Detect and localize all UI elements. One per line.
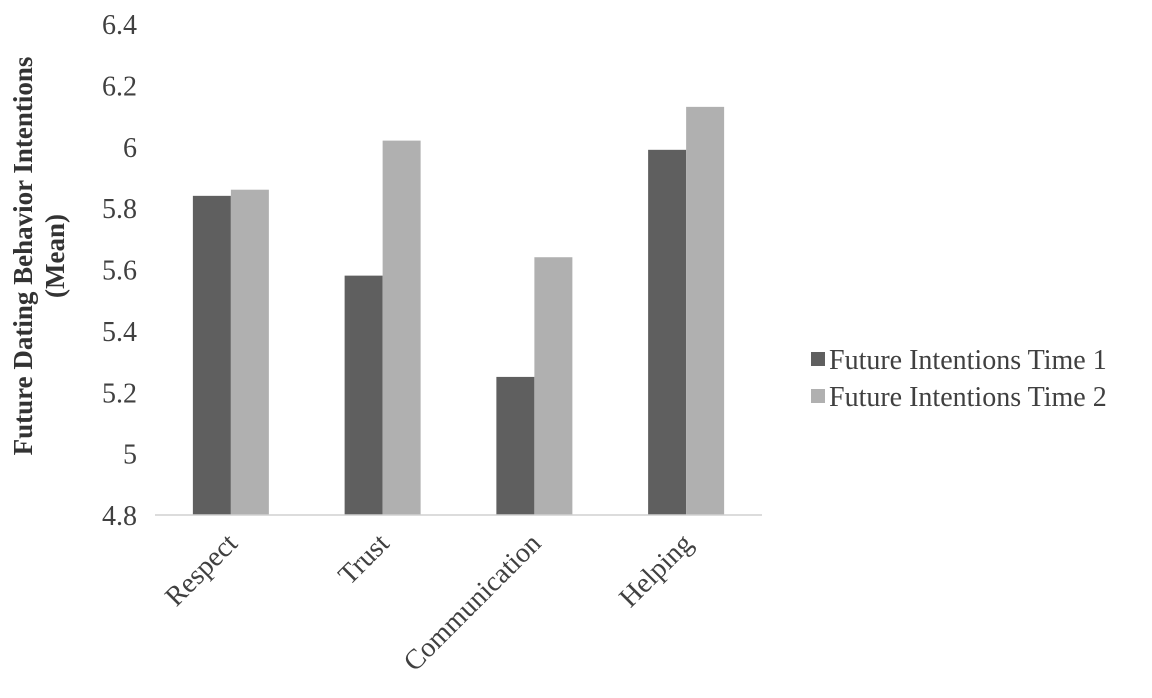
y-tick-label: 6.4 [102, 10, 137, 41]
y-tick-label: 4.8 [102, 501, 137, 532]
bar-communication-series-2 [534, 257, 573, 515]
bar-communication-series-1 [496, 376, 535, 515]
bar-helping-series-2 [686, 106, 725, 515]
bar-trust-series-1 [344, 275, 383, 515]
y-tick-label: 6.2 [102, 71, 137, 102]
bar-respect-series-2 [230, 189, 269, 515]
legend-swatch-series-2 [811, 389, 825, 403]
y-axis-ticks: 4.8 5 5.2 5.4 5.6 5.8 6 6.2 6.4 [102, 10, 137, 532]
bar-respect-series-1 [192, 195, 231, 515]
y-tick-label: 5 [123, 440, 137, 471]
x-category-label: Communication [398, 528, 548, 678]
x-axis-category-labels: Respect Trust Communication Helping [159, 528, 699, 678]
legend-swatch-series-1 [811, 352, 825, 366]
y-tick-label: 5.2 [102, 378, 137, 409]
y-tick-label: 6 [123, 133, 137, 164]
y-tick-label: 5.6 [102, 256, 137, 287]
x-category-label: Respect [159, 528, 244, 613]
x-category-label: Helping [613, 528, 699, 614]
bar-trust-series-2 [382, 140, 421, 516]
y-tick-label: 5.8 [102, 194, 137, 225]
y-axis-title-line1: Future Dating Behavior Intentions [8, 57, 38, 456]
legend: Future Intentions Time 1 Future Intention… [811, 345, 1107, 413]
bars [192, 106, 725, 516]
legend-label-series-1: Future Intentions Time 1 [829, 345, 1107, 376]
y-axis-title-line2: (Mean) [40, 214, 70, 298]
y-tick-label: 5.4 [102, 317, 137, 348]
x-category-label: Trust [333, 528, 396, 591]
bar-helping-series-1 [648, 149, 687, 515]
legend-label-series-2: Future Intentions Time 2 [829, 382, 1107, 413]
